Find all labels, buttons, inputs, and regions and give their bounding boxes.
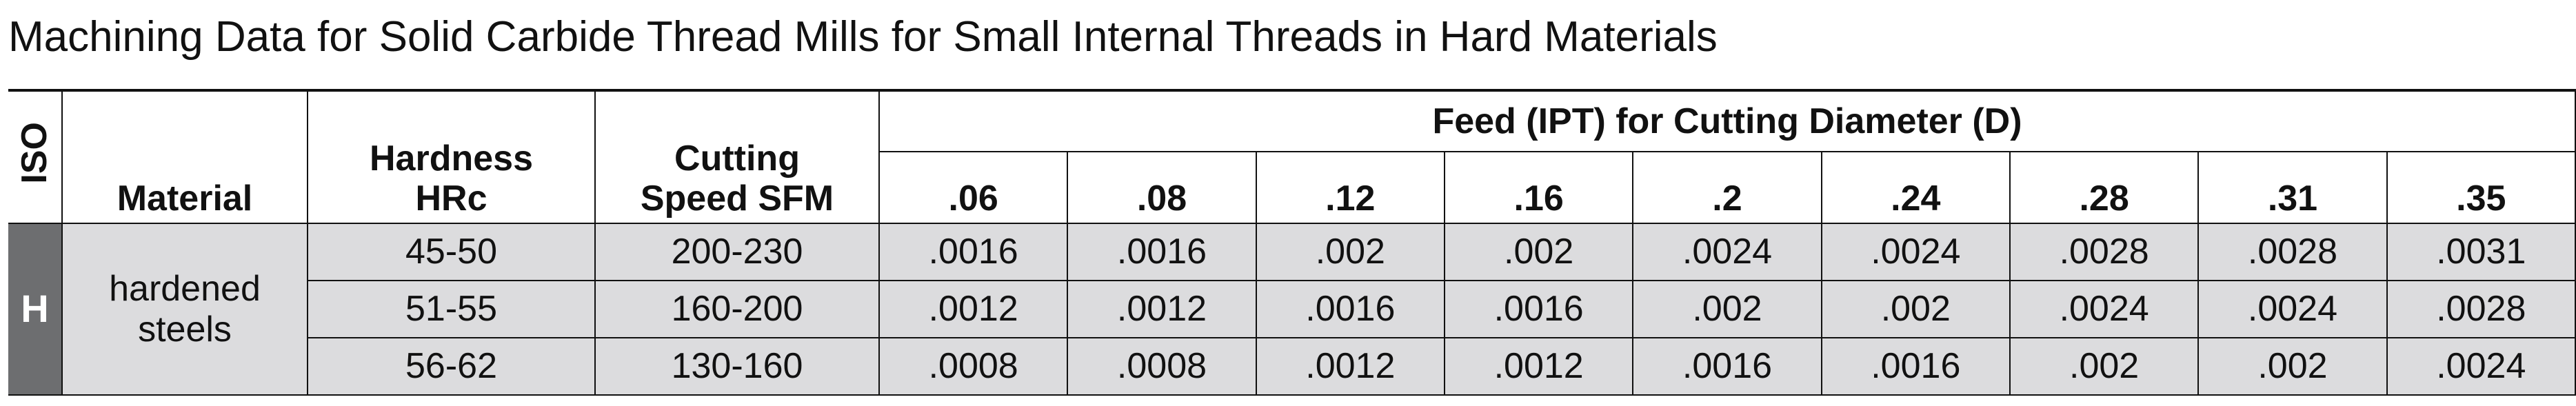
feed-cell: .0012 xyxy=(1255,337,1445,396)
feed-cell: .0016 xyxy=(1443,280,1634,338)
diameter-header: .24 xyxy=(1820,151,2011,224)
hardness-cell: 51-55 xyxy=(308,280,596,338)
hardness-cell: 45-50 xyxy=(307,223,596,281)
feed-cell: .0028 xyxy=(2386,280,2576,338)
material-header: Material xyxy=(61,90,308,224)
feed-cell: .0024 xyxy=(1820,223,2011,281)
feed-cell: .0008 xyxy=(1067,337,1257,396)
cell-line: Hardness xyxy=(370,138,533,179)
feed-cell: .002 xyxy=(1820,280,2011,338)
feed-cell: .0031 xyxy=(2386,223,2576,281)
feed-cell: .0024 xyxy=(2009,280,2200,338)
diameter-header: .35 xyxy=(2386,151,2576,224)
feed-cell: .0024 xyxy=(2386,337,2576,396)
speed-cell: 160-200 xyxy=(594,280,880,338)
diameter-header: .16 xyxy=(1443,151,1634,224)
feed-header: Feed (IPT) for Cutting Diameter (D) xyxy=(878,90,2576,152)
feed-cell: .0012 xyxy=(1067,280,1257,338)
data-row: 56-62 130-160.0008.0008.0012.0012.0016.00… xyxy=(8,337,2576,396)
hardness-header: Hardness HRc xyxy=(307,90,596,224)
iso-header: ISO xyxy=(8,90,63,224)
speed-cell: 130-160 xyxy=(594,337,880,396)
feed-cell: .0024 xyxy=(2197,280,2388,338)
diameter-header: .06 xyxy=(879,151,1069,224)
feed-cell: .0012 xyxy=(878,280,1069,338)
feed-cell: .002 xyxy=(2009,337,2200,396)
header-row: .06.08.12.16.2.24.28.31.35 xyxy=(8,151,2576,224)
speed-cell: 200-230 xyxy=(594,223,880,281)
machining-table: ISO Material Hardness HRc Cutting Speed SFM Fe… xyxy=(8,89,2576,396)
feed-cell: .002 xyxy=(1632,280,1822,338)
feed-cell: .002 xyxy=(1443,223,1634,281)
cell-line: HRc xyxy=(415,178,487,219)
material-cell: hardened steels xyxy=(61,223,308,396)
cell-line: Speed SFM xyxy=(640,178,834,219)
cell-line: hardened xyxy=(109,269,261,309)
feed-cell: .0028 xyxy=(2009,223,2200,281)
diameter-header: .31 xyxy=(2197,151,2388,224)
header-row: ISO Material Hardness HRc Cutting Speed SFM Fe… xyxy=(8,90,2576,224)
cell-line: Cutting xyxy=(674,138,800,179)
feed-cell: .0016 xyxy=(1255,280,1445,338)
hardness-cell: 56-62 xyxy=(308,337,596,396)
iso-group: H xyxy=(8,223,63,396)
feed-cell: .0008 xyxy=(878,337,1069,396)
diameter-header: .28 xyxy=(2009,151,2200,224)
feed-cell: .002 xyxy=(1255,223,1445,281)
table-title: Machining Data for Solid Carbide Thread … xyxy=(8,13,1718,61)
feed-cell: .0012 xyxy=(1443,337,1634,396)
feed-cell: .0016 xyxy=(878,223,1069,281)
diameter-header: .2 xyxy=(1632,151,1822,224)
diameter-header: .08 xyxy=(1067,151,1257,224)
feed-cell: .002 xyxy=(2197,337,2388,396)
feed-cell: .0016 xyxy=(1632,337,1822,396)
feed-cell: .0024 xyxy=(1632,223,1822,281)
diameter-header: .12 xyxy=(1255,151,1445,224)
data-row: 51-55 160-200.0012.0012.0016.0016.002.002… xyxy=(8,280,2576,338)
feed-cell: .0016 xyxy=(1067,223,1257,281)
cell-line: steels xyxy=(138,309,232,349)
feed-cell: .0028 xyxy=(2197,223,2388,281)
iso-label: ISO xyxy=(14,122,55,184)
feed-cell: .0016 xyxy=(1820,337,2011,396)
speed-header: Cutting Speed SFM xyxy=(594,90,880,224)
